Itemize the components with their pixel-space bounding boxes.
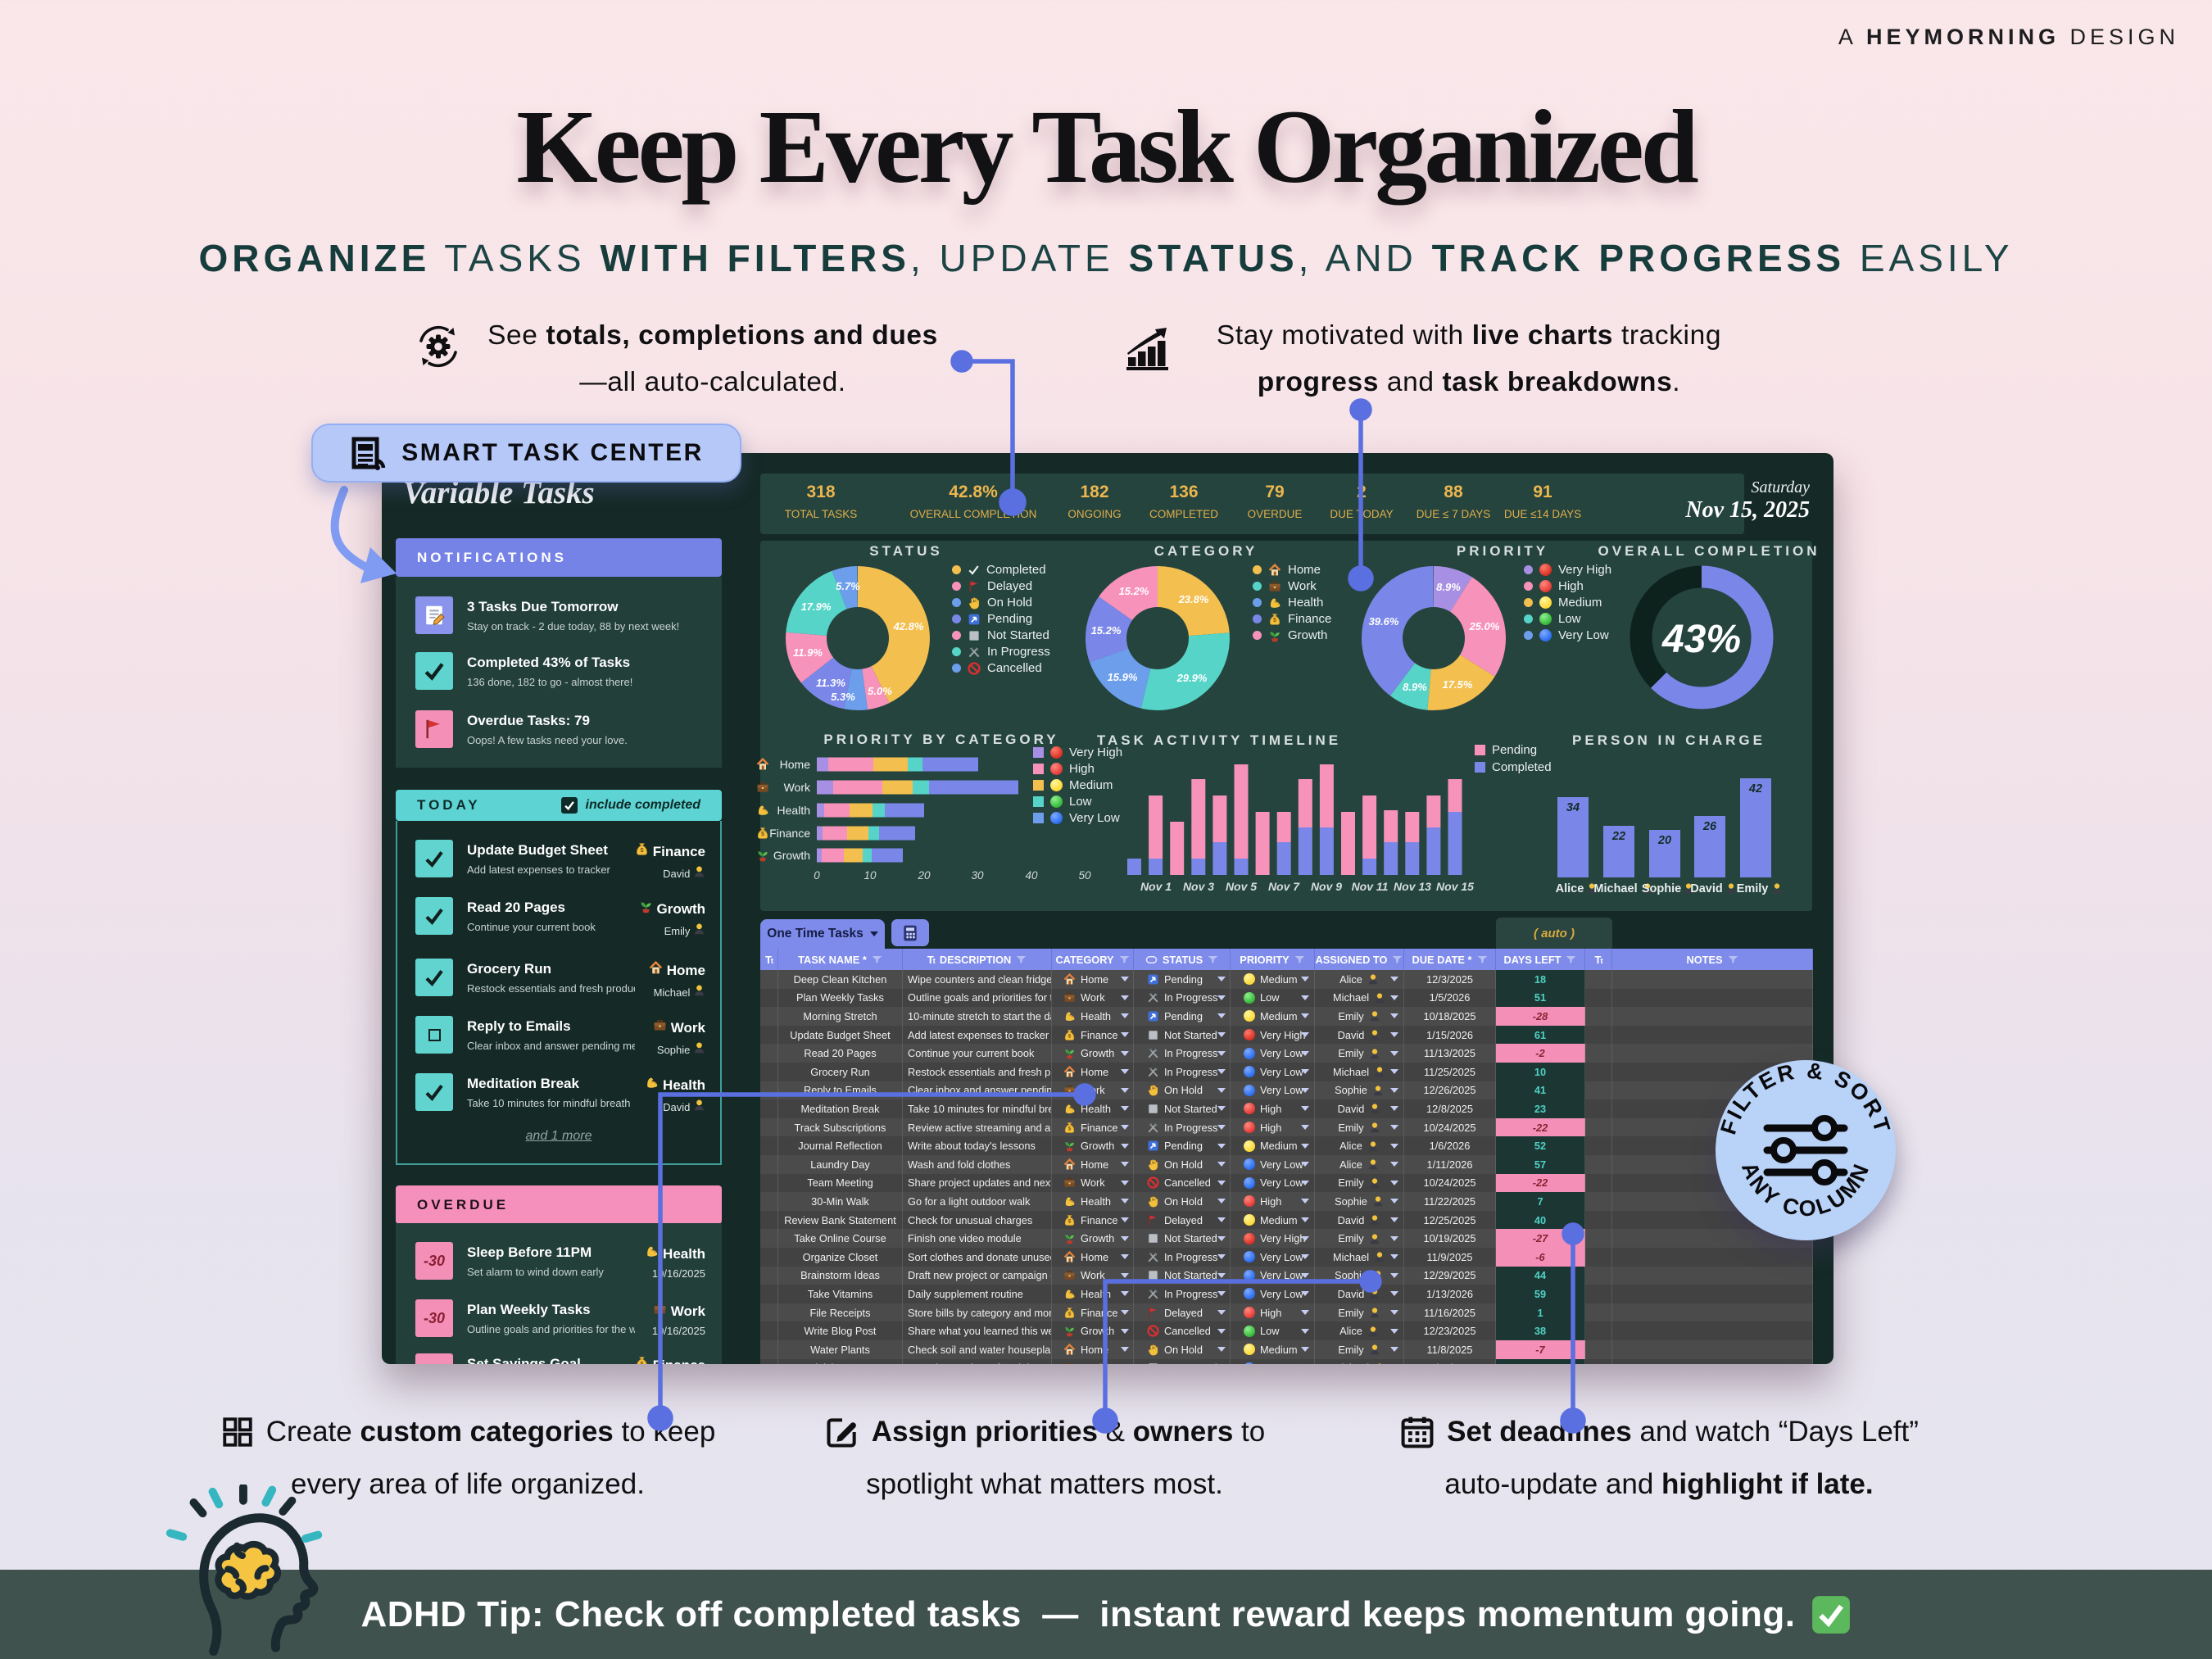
svg-text:Finance: Finance: [769, 827, 810, 840]
svg-text:42: 42: [1748, 782, 1762, 796]
svg-text:David: David: [1690, 882, 1723, 895]
svg-text:26: 26: [1702, 820, 1717, 833]
svg-text:Alice: Alice: [1556, 882, 1584, 895]
svg-text:20: 20: [1657, 834, 1671, 847]
svg-text:Emily: Emily: [1737, 882, 1769, 895]
svg-text:34: 34: [1566, 801, 1580, 814]
svg-text:11.3%: 11.3%: [816, 677, 845, 689]
svg-text:Growth: Growth: [773, 849, 810, 862]
svg-text:10: 10: [863, 869, 877, 882]
svg-text:11.9%: 11.9%: [793, 646, 823, 659]
svg-text:ANY COLUMN: ANY COLUMN: [1737, 1158, 1874, 1221]
svg-text:Nov 5: Nov 5: [1226, 880, 1257, 893]
svg-text:23.8%: 23.8%: [1178, 593, 1209, 605]
svg-text:Nov 15: Nov 15: [1436, 880, 1474, 893]
svg-text:17.9%: 17.9%: [801, 601, 832, 613]
svg-text:Nov 9: Nov 9: [1311, 880, 1342, 893]
svg-text:25.0%: 25.0%: [1469, 620, 1500, 632]
svg-text:0: 0: [814, 869, 820, 882]
svg-text:Michael: Michael: [1593, 882, 1637, 895]
svg-text:20: 20: [917, 869, 931, 882]
svg-text:Nov 13: Nov 13: [1394, 880, 1431, 893]
svg-text:Nov 7: Nov 7: [1268, 880, 1300, 893]
svg-text:Nov 3: Nov 3: [1183, 880, 1214, 893]
svg-text:17.5%: 17.5%: [1443, 678, 1473, 691]
svg-text:5.7%: 5.7%: [836, 580, 860, 592]
svg-text:40: 40: [1025, 869, 1038, 882]
svg-text:Sophie: Sophie: [1642, 882, 1681, 895]
svg-text:30: 30: [971, 869, 984, 882]
svg-text:Work: Work: [784, 781, 811, 794]
svg-text:Home: Home: [780, 758, 811, 771]
svg-text:50: 50: [1078, 869, 1091, 882]
svg-text:42.8%: 42.8%: [893, 620, 924, 632]
svg-text:43%: 43%: [1661, 618, 1741, 661]
svg-text:Nov 1: Nov 1: [1140, 880, 1172, 893]
svg-text:22: 22: [1611, 830, 1625, 843]
svg-text:15.9%: 15.9%: [1108, 671, 1138, 683]
svg-text:8.9%: 8.9%: [1436, 581, 1461, 593]
svg-text:39.6%: 39.6%: [1369, 615, 1399, 628]
svg-text:15.2%: 15.2%: [1119, 585, 1149, 597]
svg-text:15.2%: 15.2%: [1091, 624, 1122, 637]
svg-text:Health: Health: [777, 804, 810, 817]
svg-text:8.9%: 8.9%: [1403, 681, 1427, 693]
svg-text:29.9%: 29.9%: [1176, 672, 1208, 684]
svg-text:Nov 11: Nov 11: [1352, 880, 1389, 893]
svg-text:5.0%: 5.0%: [868, 685, 892, 697]
svg-text:5.3%: 5.3%: [831, 691, 855, 703]
